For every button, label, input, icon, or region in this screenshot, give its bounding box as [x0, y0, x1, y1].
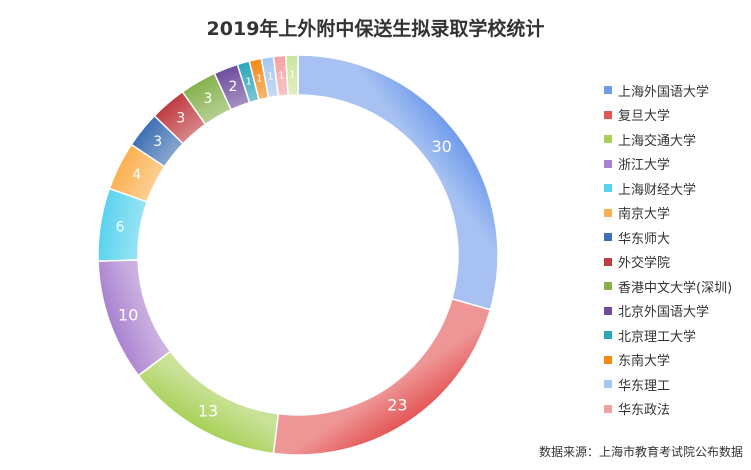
- legend-item: 南京大学: [604, 201, 732, 226]
- legend-swatch: [604, 282, 612, 291]
- legend-swatch: [604, 257, 612, 266]
- legend-swatch: [604, 208, 612, 217]
- legend-item: 华东理工: [604, 372, 732, 397]
- legend-item: 香港中文大学(深圳): [604, 274, 732, 299]
- legend-item: 上海财经大学: [604, 176, 732, 201]
- slice-1: [297, 54, 499, 311]
- slice-label-11: 1: [246, 76, 252, 87]
- slice-label-9: 3: [204, 91, 213, 107]
- chart-title: 2019年上外附中保送生拟录取学校统计: [206, 18, 545, 40]
- legend-label: 华东政法: [618, 403, 671, 419]
- legend-swatch: [604, 355, 612, 364]
- slice-label-6: 4: [132, 167, 141, 183]
- legend-swatch: [604, 86, 612, 95]
- legend-item: 北京理工大学: [604, 323, 732, 348]
- legend-label: 华东师大: [618, 231, 671, 247]
- legend-swatch: [604, 380, 612, 389]
- legend-label: 南京大学: [618, 207, 671, 223]
- legend-swatch: [604, 331, 612, 340]
- legend-item: 上海交通大学: [604, 127, 732, 152]
- slice-2: [272, 297, 492, 456]
- slice-15: [284, 54, 299, 97]
- legend-swatch: [604, 306, 612, 315]
- slice-label-15: 1: [289, 70, 295, 81]
- legend-item: 浙江大学: [604, 152, 732, 177]
- legend-label: 东南大学: [618, 354, 671, 370]
- legend-label: 北京外国语大学: [618, 305, 710, 321]
- slice-label-1: 30: [431, 137, 451, 156]
- legend-label: 复旦大学: [618, 109, 671, 125]
- legend-label: 香港中文大学(深圳): [618, 280, 733, 296]
- legend-item: 北京外国语大学: [604, 299, 732, 324]
- slice-label-5: 6: [116, 219, 125, 235]
- legend-label: 北京理工大学: [618, 329, 697, 345]
- slice-label-14: 1: [278, 70, 284, 81]
- legend-item: 上海外国语大学: [604, 78, 732, 103]
- legend-item: 复旦大学: [604, 103, 732, 128]
- legend-swatch: [604, 110, 612, 119]
- legend-label: 上海外国语大学: [618, 84, 710, 100]
- source-note: 数据来源：上海市教育考试院公布数据: [538, 445, 743, 459]
- slice-label-7: 3: [153, 134, 162, 150]
- legend-item: 华东政法: [604, 397, 732, 422]
- slice-label-4: 10: [118, 305, 138, 324]
- slice-label-12: 1: [256, 74, 262, 85]
- legend-swatch: [604, 184, 612, 193]
- legend-item: 外交学院: [604, 250, 732, 275]
- legend-item: 华东师大: [604, 225, 732, 250]
- legend-label: 浙江大学: [618, 158, 671, 174]
- slice-label-13: 1: [267, 72, 273, 83]
- legend-label: 上海交通大学: [618, 133, 697, 149]
- legend-swatch: [604, 159, 612, 168]
- slice-label-3: 13: [198, 401, 218, 420]
- slice-label-2: 23: [387, 396, 407, 415]
- slice-label-10: 2: [229, 79, 238, 95]
- legend-label: 华东理工: [618, 378, 671, 394]
- slice-label-8: 3: [176, 110, 185, 126]
- legend-swatch: [604, 404, 612, 413]
- legend-swatch: [604, 233, 612, 242]
- legend-label: 上海财经大学: [618, 182, 697, 198]
- legend-swatch: [604, 135, 612, 144]
- legend-label: 外交学院: [618, 256, 671, 272]
- legend-item: 东南大学: [604, 348, 732, 373]
- chart-legend: 上海外国语大学 复旦大学上海交通大学 浙江大学上海财经大学 南京大学华东师大外交学院香…: [604, 78, 732, 421]
